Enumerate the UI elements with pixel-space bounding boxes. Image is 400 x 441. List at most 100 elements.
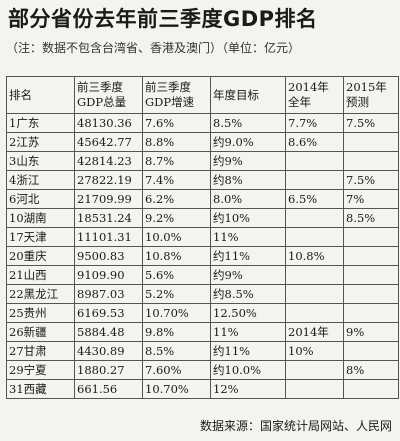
cell-2015-forecast (343, 303, 399, 323)
cell-2015-forecast (343, 246, 399, 266)
cell-rank-province: 29宁夏 (6, 360, 75, 380)
cell-annual-target: 约11% (210, 341, 286, 361)
cell-annual-target: 8.5% (210, 113, 286, 133)
header-rank: 排名 (6, 76, 75, 114)
cell-2014-full-year (285, 151, 344, 171)
cell-gdp-total: 5884.48 (74, 322, 143, 342)
header-gdp-total: 前三季度 GDP总量 (74, 76, 143, 114)
table-row: 26新疆 5884.48 9.8% 11% 2014年 9% (6, 322, 399, 342)
cell-rank-province: 27甘肃 (6, 341, 75, 361)
subtitle-note: （注：数据不包含台湾省、香港及澳门）（单位：亿元） (6, 41, 301, 55)
cell-2014-full-year (285, 170, 344, 190)
cell-annual-target: 约8.5% (210, 284, 286, 304)
gdp-ranking-table: 排名 前三季度 GDP总量 前三季度 GDP增速 年度目标 2014年 全年 2015… (6, 76, 399, 399)
cell-2015-forecast: 8% (343, 360, 399, 380)
header-2014-full-year: 2014年 全年 (285, 76, 344, 114)
cell-rank-province: 22黑龙江 (6, 284, 75, 304)
cell-gdp-growth: 7.4% (142, 170, 211, 190)
cell-rank-province: 10湖南 (6, 208, 75, 228)
table-row: 20重庆 9500.83 10.8% 约11% 10.8% (6, 246, 399, 266)
cell-annual-target: 约10.0% (210, 360, 286, 380)
cell-gdp-total: 18531.24 (74, 208, 143, 228)
cell-2014-full-year (285, 227, 344, 247)
cell-2015-forecast: 7.5% (343, 113, 399, 133)
table-row: 10湖南 18531.24 9.2% 约10% 8.5% (6, 208, 399, 228)
cell-gdp-total: 1880.27 (74, 360, 143, 380)
cell-annual-target: 11% (210, 322, 286, 342)
cell-gdp-total: 6169.53 (74, 303, 143, 323)
cell-2014-full-year (285, 360, 344, 380)
data-source: 数据来源：国家统计局网站、人民网 (199, 419, 392, 433)
cell-gdp-growth: 10.8% (142, 246, 211, 266)
cell-annual-target: 约8% (210, 170, 286, 190)
cell-gdp-growth: 10.70% (142, 303, 211, 323)
table-row: 27甘肃 4430.89 8.5% 约11% 10% (6, 341, 399, 361)
cell-2014-full-year: 6.5% (285, 189, 344, 209)
table-row: 17天津 11101.31 10.0% 11% (6, 227, 399, 247)
cell-2014-full-year: 8.6% (285, 132, 344, 152)
header-2015-forecast: 2015年 预测 (343, 76, 399, 114)
cell-annual-target: 12% (210, 379, 286, 399)
cell-gdp-total: 11101.31 (74, 227, 143, 247)
page-title: 部分省份去年前三季度GDP排名 (8, 7, 318, 31)
cell-2015-forecast: 7% (343, 189, 399, 209)
cell-gdp-total: 27822.19 (74, 170, 143, 190)
cell-gdp-growth: 9.2% (142, 208, 211, 228)
table-row: 31西藏 661.56 10.70% 12% (6, 379, 399, 399)
cell-rank-province: 1广东 (6, 113, 75, 133)
cell-rank-province: 3山东 (6, 151, 75, 171)
table-row: 21山西 9109.90 5.6% 约9% (6, 265, 399, 285)
cell-2015-forecast (343, 284, 399, 304)
cell-gdp-growth: 8.8% (142, 132, 211, 152)
cell-gdp-total: 9109.90 (74, 265, 143, 285)
cell-2015-forecast: 7.5% (343, 170, 399, 190)
cell-2015-forecast: 8.5% (343, 208, 399, 228)
cell-annual-target: 约9.0% (210, 132, 286, 152)
cell-annual-target: 约9% (210, 151, 286, 171)
cell-gdp-total: 4430.89 (74, 341, 143, 361)
cell-rank-province: 17天津 (6, 227, 75, 247)
cell-2014-full-year (285, 379, 344, 399)
cell-gdp-growth: 7.60% (142, 360, 211, 380)
cell-gdp-growth: 8.5% (142, 341, 211, 361)
cell-gdp-growth: 5.6% (142, 265, 211, 285)
cell-annual-target: 约9% (210, 265, 286, 285)
cell-2014-full-year (285, 208, 344, 228)
cell-gdp-total: 9500.83 (74, 246, 143, 266)
cell-gdp-total: 21709.99 (74, 189, 143, 209)
cell-2015-forecast: 9% (343, 322, 399, 342)
cell-2015-forecast (343, 341, 399, 361)
table-row: 2江苏 45642.77 8.8% 约9.0% 8.6% (6, 132, 399, 152)
cell-annual-target: 11% (210, 227, 286, 247)
header-annual-target: 年度目标 (210, 76, 286, 114)
cell-rank-province: 25贵州 (6, 303, 75, 323)
cell-annual-target: 8.0% (210, 189, 286, 209)
cell-2015-forecast (343, 265, 399, 285)
cell-annual-target: 12.50% (210, 303, 286, 323)
table-row: 4浙江 27822.19 7.4% 约8% 7.5% (6, 170, 399, 190)
cell-gdp-growth: 8.7% (142, 151, 211, 171)
cell-gdp-growth: 7.6% (142, 113, 211, 133)
cell-rank-province: 21山西 (6, 265, 75, 285)
table-row: 6河北 21709.99 6.2% 8.0% 6.5% 7% (6, 189, 399, 209)
cell-gdp-total: 8987.03 (74, 284, 143, 304)
table-row: 1广东 48130.36 7.6% 8.5% 7.7% 7.5% (6, 113, 399, 133)
cell-annual-target: 约10% (210, 208, 286, 228)
cell-2015-forecast (343, 151, 399, 171)
cell-gdp-growth: 6.2% (142, 189, 211, 209)
table-header-row: 排名 前三季度 GDP总量 前三季度 GDP增速 年度目标 2014年 全年 2015… (6, 76, 399, 114)
cell-rank-province: 26新疆 (6, 322, 75, 342)
cell-rank-province: 6河北 (6, 189, 75, 209)
cell-rank-province: 31西藏 (6, 379, 75, 399)
cell-gdp-total: 45642.77 (74, 132, 143, 152)
table-row: 25贵州 6169.53 10.70% 12.50% (6, 303, 399, 323)
cell-2014-full-year: 7.7% (285, 113, 344, 133)
cell-2015-forecast (343, 379, 399, 399)
cell-2014-full-year: 10.8% (285, 246, 344, 266)
table-row: 3山东 42814.23 8.7% 约9% (6, 151, 399, 171)
cell-rank-province: 2江苏 (6, 132, 75, 152)
cell-2015-forecast (343, 132, 399, 152)
cell-gdp-growth: 5.2% (142, 284, 211, 304)
cell-gdp-growth: 10.70% (142, 379, 211, 399)
cell-gdp-growth: 9.8% (142, 322, 211, 342)
